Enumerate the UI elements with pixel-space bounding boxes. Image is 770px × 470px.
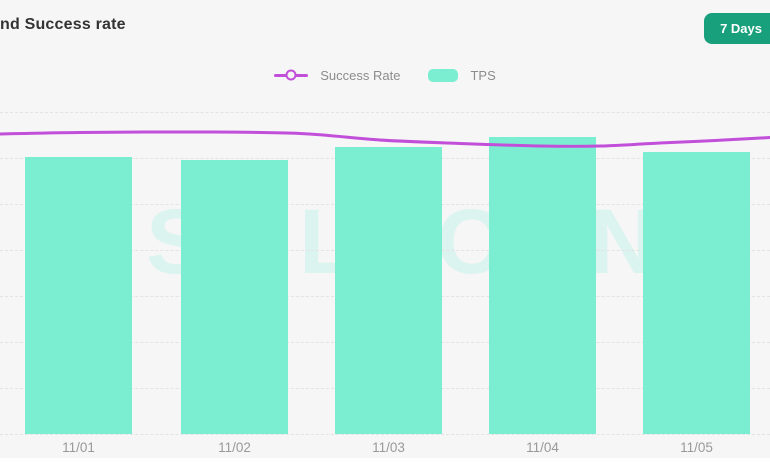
line-series-marker-icon [274, 69, 309, 81]
tps-bar[interactable] [489, 137, 596, 434]
chart-title: nd Success rate [0, 16, 126, 33]
legend-label-success-rate: Success Rate [320, 67, 401, 83]
bar-series-swatch-icon [428, 68, 459, 82]
tps-bar[interactable] [25, 157, 132, 434]
legend-item-success-rate[interactable]: Success Rate [274, 68, 400, 83]
tps-bar[interactable] [181, 160, 288, 434]
legend-label-tps: TPS [470, 67, 496, 83]
chart-legend: Success Rate TPS [0, 64, 770, 86]
x-axis-label: 11/01 [62, 440, 95, 455]
x-axis-label: 11/04 [526, 440, 559, 455]
bottom-strip [0, 458, 770, 470]
range-7days-button[interactable]: 7 Days [704, 13, 770, 44]
legend-item-tps[interactable]: TPS [428, 67, 496, 83]
tps-bar[interactable] [643, 152, 750, 434]
tps-bar[interactable] [335, 147, 442, 434]
x-axis-label: 11/05 [680, 440, 713, 455]
gridline [0, 112, 770, 113]
x-axis-label: 11/02 [218, 440, 251, 455]
x-axis-label: 11/03 [372, 440, 405, 455]
gridline [0, 434, 770, 435]
